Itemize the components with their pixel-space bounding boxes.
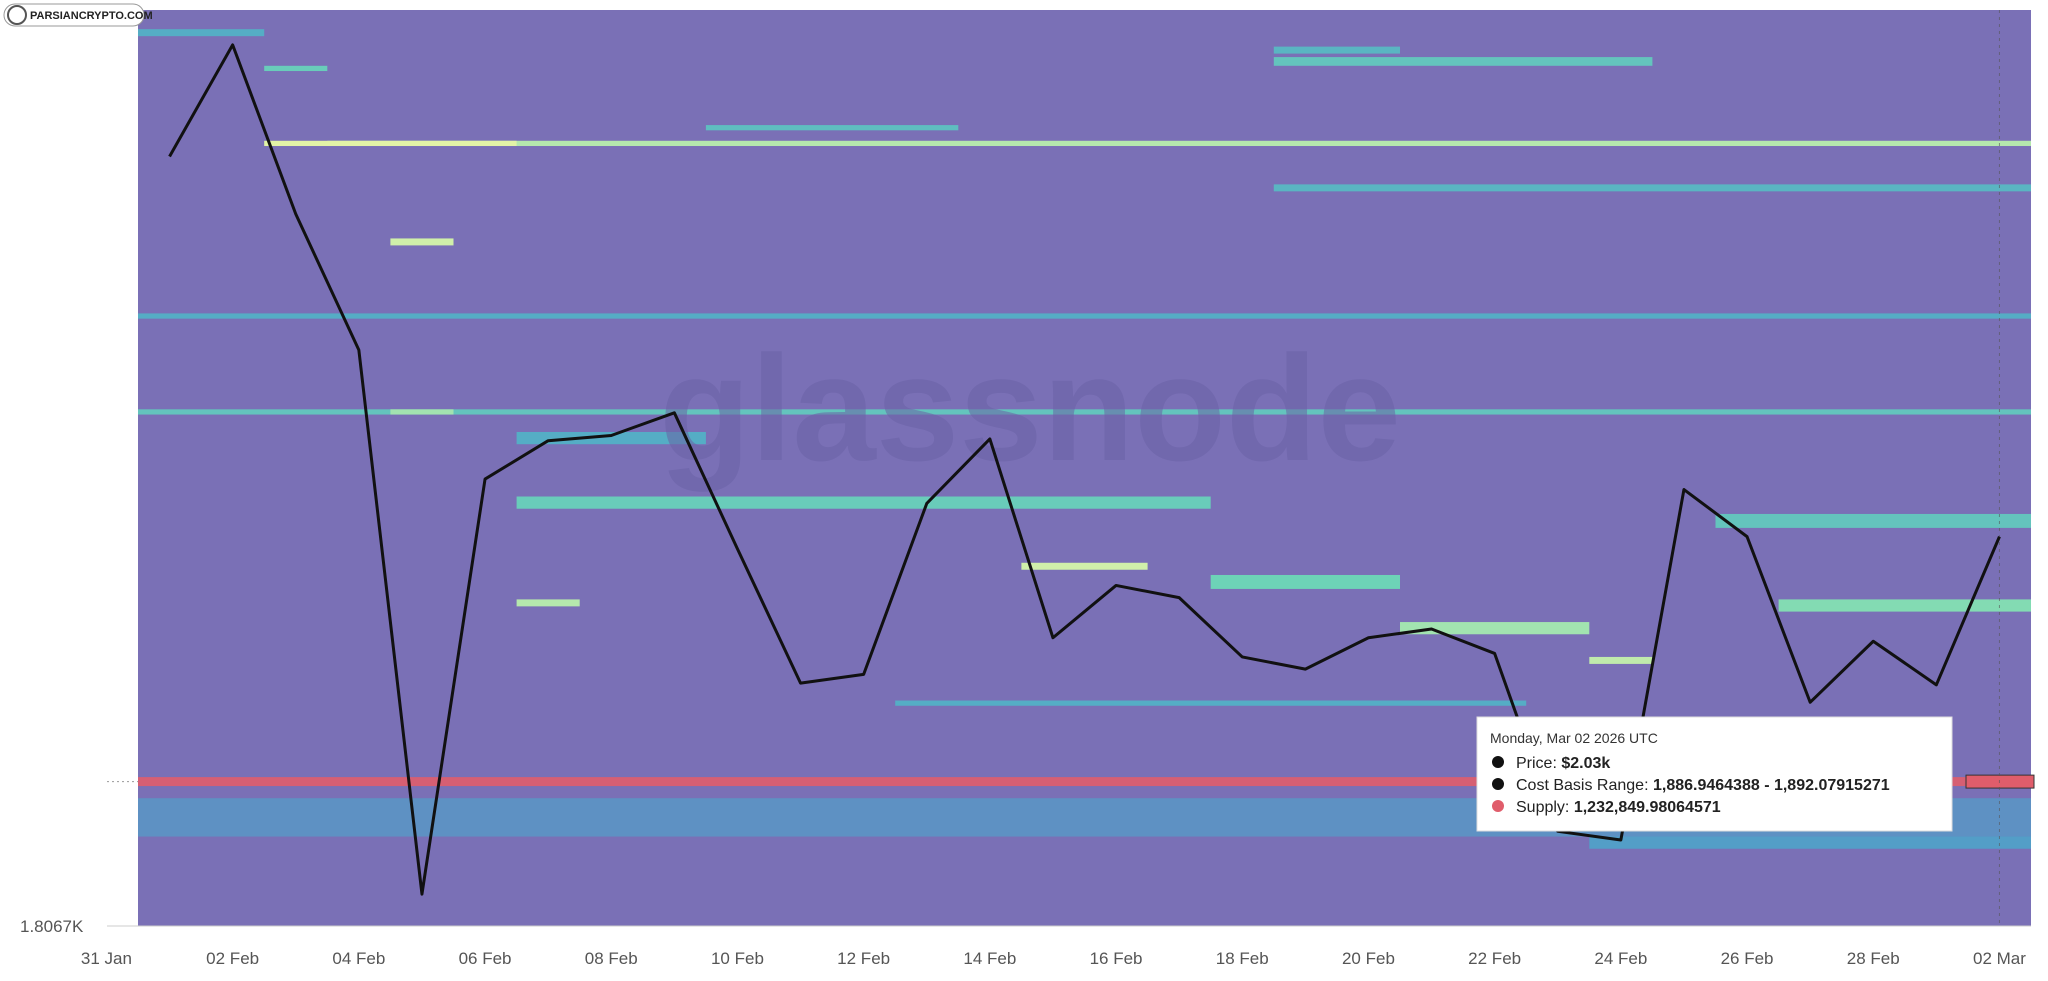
- x-tick-label: 02 Feb: [206, 949, 259, 968]
- x-tick-label: 24 Feb: [1594, 949, 1647, 968]
- heatmap-band: [1273, 184, 2031, 192]
- heatmap-band: [1589, 656, 1653, 664]
- heatmap-band: [1715, 513, 2031, 528]
- x-tick-label: 06 Feb: [459, 949, 512, 968]
- heatmap-band: [1273, 57, 1653, 66]
- heatmap-band: [516, 599, 580, 607]
- tooltip-line: Price: $2.03k: [1516, 755, 1610, 772]
- x-tick-label: 10 Feb: [711, 949, 764, 968]
- axes: 31 Jan 02 Feb 04 Feb 06 Feb 08 Feb 10 Feb 12 F…: [20, 917, 2031, 968]
- tooltip-bullet: [1492, 778, 1504, 790]
- x-tick-label: 16 Feb: [1090, 949, 1143, 968]
- heatmap-band: [138, 313, 2031, 319]
- heatmap-band: [138, 409, 2031, 415]
- tooltip-bullet: [1492, 800, 1504, 812]
- supply-band: [138, 777, 2031, 787]
- heatmap-band: [390, 238, 454, 246]
- x-tick-label: 14 Feb: [963, 949, 1016, 968]
- tooltip: Monday, Mar 02 2026 UTC Price: $2.03k Co…: [1476, 716, 1953, 832]
- heatmap-band: [1778, 599, 2031, 612]
- logo-icon: [7, 5, 27, 25]
- heatmap-band: [327, 140, 2031, 147]
- x-tick-label: 08 Feb: [585, 949, 638, 968]
- x-tick-label: 20 Feb: [1342, 949, 1395, 968]
- heatmap-band: [264, 140, 517, 147]
- heatmap-band: [138, 29, 265, 37]
- heatmap-band: [1021, 562, 1148, 570]
- y-tick-label: 1.8067K: [20, 917, 84, 936]
- line-layer: [168, 10, 2001, 926]
- x-tick-label: 31 Jan: [81, 949, 132, 968]
- logo-text: PARSIANCRYPTO.COM: [30, 10, 153, 22]
- tooltip-line: Cost Basis Range: 1,886.9464388 - 1,892.…: [1516, 777, 1890, 794]
- tooltip-value: 1,886.9464388 - 1,892.07915271: [1653, 777, 1890, 794]
- x-tick-label: 18 Feb: [1216, 949, 1269, 968]
- tooltip-key: Price:: [1516, 755, 1557, 772]
- tooltip-line: Supply: 1,232,849.98064571: [1516, 799, 1721, 816]
- x-tick-label: 12 Feb: [837, 949, 890, 968]
- tooltip-value: 1,232,849.98064571: [1574, 799, 1721, 816]
- supply-marker: [1965, 774, 2035, 789]
- heatmap-band: [1273, 46, 1400, 54]
- heatmap-band: [516, 431, 706, 445]
- plot-area: [107, 10, 2035, 926]
- heatmap-band: [390, 409, 454, 415]
- x-tick-label: 22 Feb: [1468, 949, 1521, 968]
- tooltip-date: Monday, Mar 02 2026 UTC: [1490, 730, 1658, 746]
- tooltip-value: $2.03k: [1561, 755, 1610, 772]
- tooltip-box: [1476, 716, 1953, 832]
- tooltip-key: Supply:: [1516, 799, 1569, 816]
- x-tick-label: 28 Feb: [1847, 949, 1900, 968]
- heatmap-band: [516, 496, 1211, 509]
- tooltip-bullet: [1492, 756, 1504, 768]
- x-tick-label: 02 Mar: [1973, 949, 2026, 968]
- logo: PARSIANCRYPTO.COM: [3, 3, 153, 27]
- price-line: [168, 43, 2001, 896]
- heatmap-band: [895, 700, 1527, 706]
- x-tick-label: 04 Feb: [332, 949, 385, 968]
- heatmap-band: [264, 65, 328, 72]
- heatmap-band: [1400, 622, 1590, 635]
- logo-badge: [3, 3, 145, 27]
- watermark: glassnode: [659, 324, 1401, 492]
- heatmap-band: [1210, 574, 1400, 589]
- tooltip-key: Cost Basis Range:: [1516, 777, 1649, 794]
- heatmap-band: [705, 125, 959, 131]
- x-tick-label: 26 Feb: [1721, 949, 1774, 968]
